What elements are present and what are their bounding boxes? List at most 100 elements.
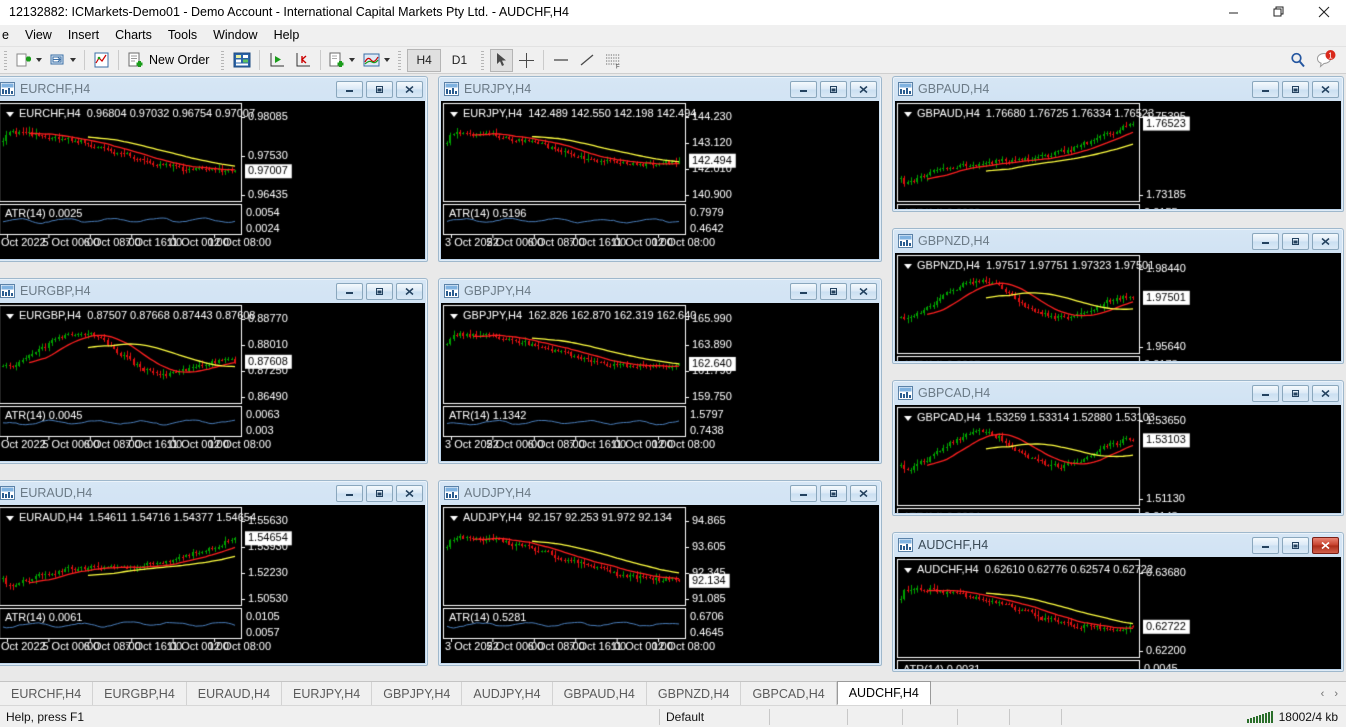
chart-titlebar-audchf[interactable]: AUDCHF,H4 xyxy=(893,533,1343,557)
window-restore-button[interactable] xyxy=(1256,0,1301,25)
chart-window-gbpaud[interactable]: GBPAUD,H4 xyxy=(892,76,1344,212)
menu-item-help[interactable]: Help xyxy=(273,28,300,42)
chart-maximize-button-eurgbp[interactable] xyxy=(366,282,393,300)
chart-titlebar-euraud[interactable]: EURAUD,H4 xyxy=(0,481,427,505)
chart-canvas-audjpy[interactable] xyxy=(441,505,879,663)
horizontal-line-tool-button[interactable] xyxy=(549,49,573,72)
menu-item-window[interactable]: Window xyxy=(213,28,258,42)
chart-window-gbpnzd[interactable]: GBPNZD,H4 xyxy=(892,228,1344,364)
chart-close-button-audchf[interactable] xyxy=(1312,536,1339,554)
chart-maximize-button-gbpaud[interactable] xyxy=(1282,80,1309,98)
chart-window-eurchf[interactable]: EURCHF,H4 xyxy=(0,76,428,262)
new-chart-button[interactable] xyxy=(13,49,45,72)
menu-item-insert[interactable]: Insert xyxy=(67,28,100,42)
toolbar-grip[interactable] xyxy=(3,49,10,71)
menu-item-file[interactable]: e xyxy=(2,28,9,42)
stop-autotrading-button[interactable] xyxy=(291,49,315,72)
chart-minimize-button-eurgbp[interactable] xyxy=(336,282,363,300)
chart-window-eurjpy[interactable]: EURJPY,H4 xyxy=(438,76,882,262)
status-connection[interactable]: 18002/4 kb xyxy=(1246,710,1346,724)
menu-item-view[interactable]: View xyxy=(24,28,52,42)
chart-maximize-button-gbpnzd[interactable] xyxy=(1282,232,1309,250)
chart-close-button-gbpnzd[interactable] xyxy=(1312,232,1339,250)
chart-titlebar-gbpcad[interactable]: GBPCAD,H4 xyxy=(893,381,1343,405)
profiles-caret-icon[interactable] xyxy=(70,58,76,62)
tab-gbpcad[interactable]: GBPCAD,H4 xyxy=(741,682,837,705)
chart-maximize-button-eurchf[interactable] xyxy=(366,80,393,98)
chart-canvas-gbpcad[interactable] xyxy=(895,405,1341,513)
chart-minimize-button-gbpjpy[interactable] xyxy=(790,282,817,300)
chart-minimize-button-euraud[interactable] xyxy=(336,484,363,502)
chart-close-button-gbpcad[interactable] xyxy=(1312,384,1339,402)
chart-window-audchf[interactable]: AUDCHF,H4 xyxy=(892,532,1344,672)
chart-canvas-eurchf[interactable] xyxy=(0,101,425,259)
expert-advisors-button[interactable] xyxy=(326,49,358,72)
chart-titlebar-eurgbp[interactable]: EURGBP,H4 xyxy=(0,279,427,303)
window-minimize-button[interactable] xyxy=(1211,0,1256,25)
window-close-button[interactable] xyxy=(1301,0,1346,25)
chart-close-button-eurgbp[interactable] xyxy=(396,282,423,300)
chart-maximize-button-gbpcad[interactable] xyxy=(1282,384,1309,402)
chart-close-button-gbpjpy[interactable] xyxy=(850,282,877,300)
chart-close-button-gbpaud[interactable] xyxy=(1312,80,1339,98)
indicators-caret-icon[interactable] xyxy=(384,58,391,62)
tab-eurchf[interactable]: EURCHF,H4 xyxy=(0,682,94,705)
chart-titlebar-audjpy[interactable]: AUDJPY,H4 xyxy=(439,481,881,505)
chart-minimize-button-gbpaud[interactable] xyxy=(1252,80,1279,98)
cursor-tool-button[interactable] xyxy=(490,48,514,72)
chart-canvas-gbpnzd[interactable] xyxy=(895,253,1341,361)
tab-eurgbp[interactable]: EURGBP,H4 xyxy=(93,682,187,705)
chart-maximize-button-euraud[interactable] xyxy=(366,484,393,502)
menu-item-charts[interactable]: Charts xyxy=(115,28,152,42)
data-window-button[interactable] xyxy=(230,49,254,72)
tab-gbpaud[interactable]: GBPAUD,H4 xyxy=(553,682,647,705)
market-watch-button[interactable] xyxy=(90,49,113,72)
new-order-button[interactable]: New Order xyxy=(124,49,216,72)
tab-gbpjpy[interactable]: GBPJPY,H4 xyxy=(372,682,463,705)
tab-scroll-right-button[interactable]: › xyxy=(1334,687,1338,700)
chart-titlebar-gbpaud[interactable]: GBPAUD,H4 xyxy=(893,77,1343,101)
tab-audjpy[interactable]: AUDJPY,H4 xyxy=(462,682,553,705)
chart-window-audjpy[interactable]: AUDJPY,H4 xyxy=(438,480,882,666)
chart-close-button-eurjpy[interactable] xyxy=(850,80,877,98)
chart-minimize-button-audjpy[interactable] xyxy=(790,484,817,502)
chart-maximize-button-eurjpy[interactable] xyxy=(820,80,847,98)
chart-maximize-button-gbpjpy[interactable] xyxy=(820,282,847,300)
chart-window-eurgbp[interactable]: EURGBP,H4 xyxy=(0,278,428,464)
status-profile[interactable]: Default xyxy=(660,708,770,725)
tab-euraud[interactable]: EURAUD,H4 xyxy=(187,682,283,705)
toolbar-grip-3[interactable] xyxy=(397,49,405,71)
chart-minimize-button-audchf[interactable] xyxy=(1252,536,1279,554)
chart-minimize-button-eurjpy[interactable] xyxy=(790,80,817,98)
indicators-button[interactable] xyxy=(360,49,393,72)
chart-window-euraud[interactable]: EURAUD,H4 xyxy=(0,480,428,666)
chart-close-button-euraud[interactable] xyxy=(396,484,423,502)
tab-eurjpy[interactable]: EURJPY,H4 xyxy=(282,682,373,705)
chart-titlebar-eurchf[interactable]: EURCHF,H4 xyxy=(0,77,427,101)
new-chart-caret-icon[interactable] xyxy=(36,58,42,62)
alerts-button[interactable]: 1 xyxy=(1312,49,1340,72)
chart-minimize-button-eurchf[interactable] xyxy=(336,80,363,98)
trendline-tool-button[interactable] xyxy=(575,49,599,72)
chart-canvas-eurgbp[interactable] xyxy=(0,303,425,461)
chart-minimize-button-gbpnzd[interactable] xyxy=(1252,232,1279,250)
profiles-button[interactable] xyxy=(47,49,79,72)
timeframe-d1-button[interactable]: D1 xyxy=(451,53,468,67)
chart-window-gbpcad[interactable]: GBPCAD,H4 xyxy=(892,380,1344,516)
chart-canvas-euraud[interactable] xyxy=(0,505,425,663)
chart-titlebar-gbpjpy[interactable]: GBPJPY,H4 xyxy=(439,279,881,303)
chart-close-button-eurchf[interactable] xyxy=(396,80,423,98)
chart-titlebar-gbpnzd[interactable]: GBPNZD,H4 xyxy=(893,229,1343,253)
tab-gbpnzd[interactable]: GBPNZD,H4 xyxy=(647,682,742,705)
chart-close-button-audjpy[interactable] xyxy=(850,484,877,502)
chart-minimize-button-gbpcad[interactable] xyxy=(1252,384,1279,402)
chart-maximize-button-audchf[interactable] xyxy=(1282,536,1309,554)
chart-canvas-eurjpy[interactable] xyxy=(441,101,879,259)
autotrading-button[interactable] xyxy=(265,49,289,72)
crosshair-tool-button[interactable] xyxy=(515,49,538,72)
search-button[interactable] xyxy=(1286,49,1310,72)
expert-advisors-caret-icon[interactable] xyxy=(349,58,356,62)
toolbar-grip-4[interactable] xyxy=(480,49,488,71)
chart-window-gbpjpy[interactable]: GBPJPY,H4 xyxy=(438,278,882,464)
menu-item-tools[interactable]: Tools xyxy=(167,28,198,42)
